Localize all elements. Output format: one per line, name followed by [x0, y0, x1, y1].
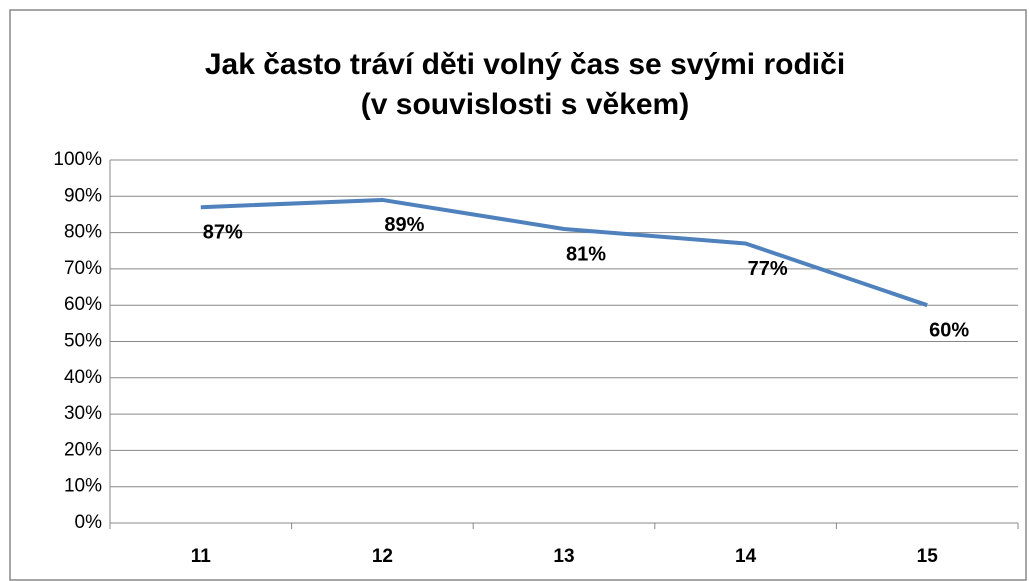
data-label: 89%: [384, 214, 424, 236]
chart-frame: [9, 9, 1027, 581]
chart-title: Jak často tráví děti volný čas se svými …: [205, 48, 845, 81]
y-tick-label: 60%: [64, 294, 102, 315]
y-tick-label: 10%: [64, 476, 102, 497]
y-tick-label: 80%: [64, 222, 102, 243]
x-tick-label: 11: [191, 546, 212, 567]
x-tick-label: 12: [372, 546, 393, 567]
data-label: 77%: [748, 258, 788, 280]
x-tick-label: 15: [917, 546, 939, 567]
y-tick-label: 20%: [64, 439, 102, 460]
y-tick-label: 90%: [64, 185, 102, 206]
data-label: 81%: [566, 243, 606, 265]
y-tick-label: 50%: [64, 331, 102, 352]
y-tick-label: 100%: [53, 149, 102, 170]
data-label: 87%: [203, 221, 243, 243]
chart-title: (v souvislosti s věkem): [361, 88, 689, 121]
y-tick-label: 70%: [64, 258, 102, 279]
x-tick-label: 14: [735, 546, 757, 567]
data-line: [200, 197, 928, 308]
y-tick-label: 30%: [64, 403, 102, 424]
data-label: 60%: [929, 319, 969, 341]
y-tick-label: 40%: [64, 367, 102, 388]
x-tick-label: 13: [553, 546, 574, 567]
y-tick-label: 0%: [75, 512, 103, 533]
